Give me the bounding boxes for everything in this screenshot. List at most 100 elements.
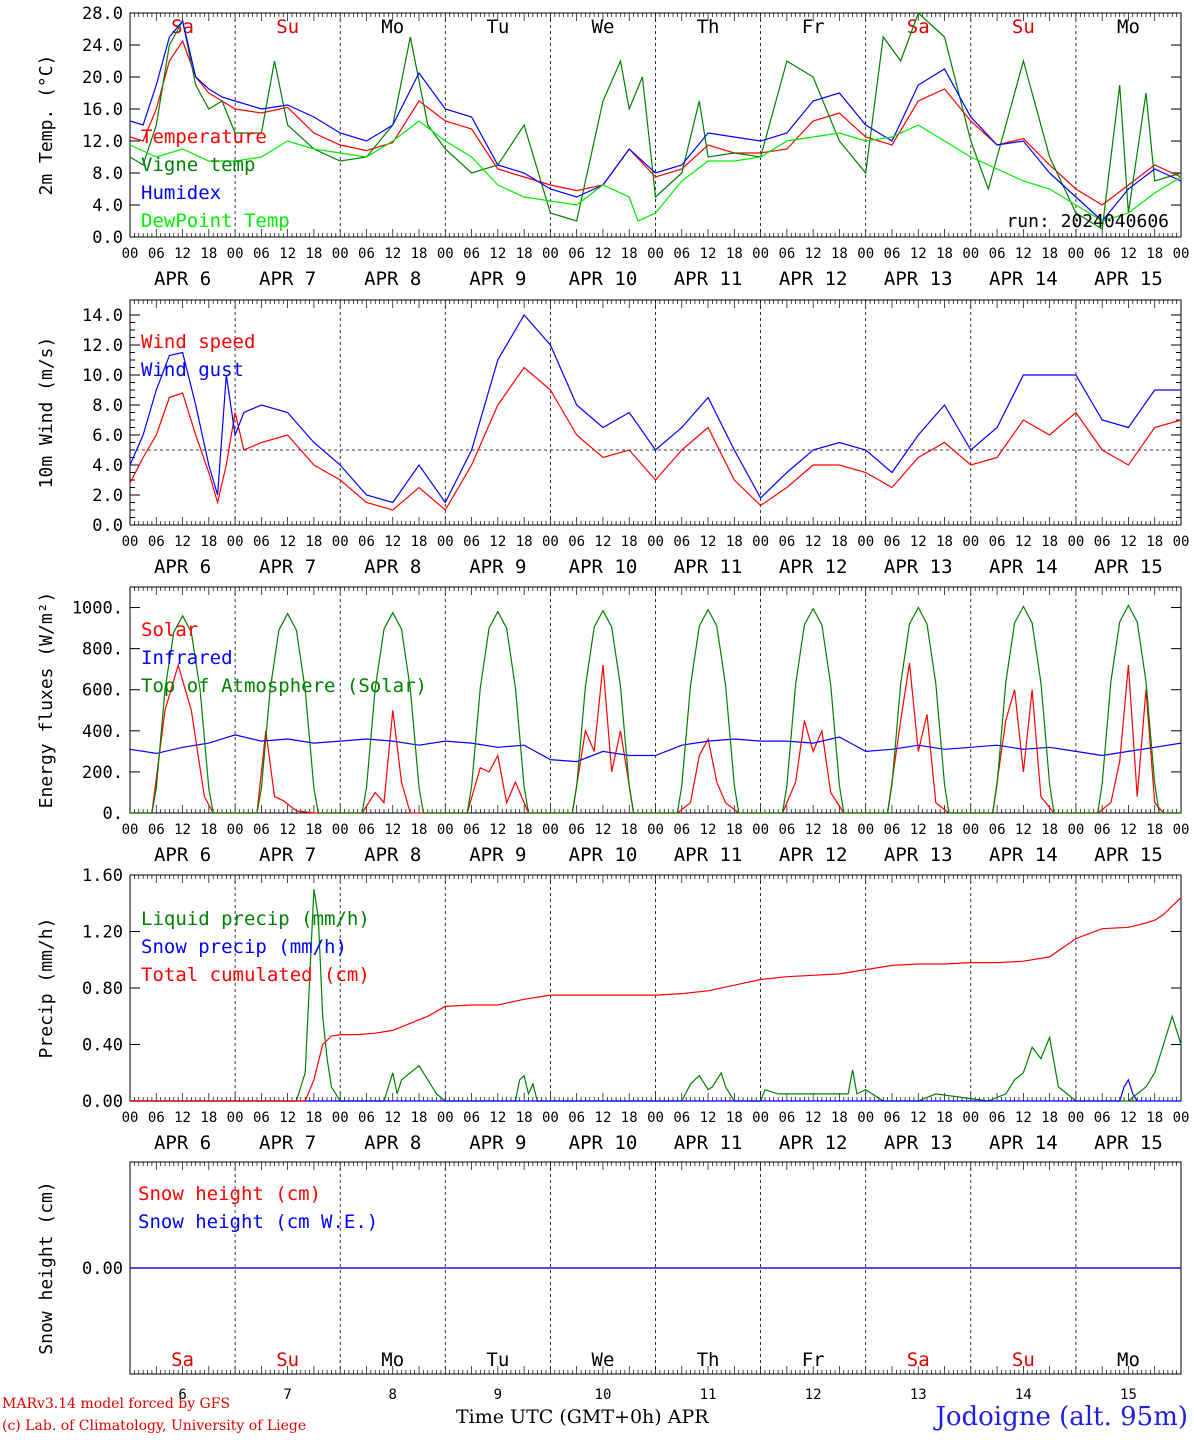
hour-label: 06 xyxy=(148,822,165,838)
weekday-label: Sa xyxy=(171,1349,194,1371)
hour-label: 18 xyxy=(411,1110,428,1126)
hour-label: 06 xyxy=(1094,1110,1111,1126)
weekday-label: Su xyxy=(1012,1349,1035,1371)
weekday-label: Fr xyxy=(802,1349,825,1371)
panel-snow: 0.00 Snow height (cm) Sa 6 Su 7 Mo 8 Tu 9 We 10 Th 11… xyxy=(36,1161,1182,1403)
hour-label: 00 xyxy=(437,246,454,262)
hour-label: 06 xyxy=(1094,822,1111,838)
hour-label: 12 xyxy=(384,534,401,550)
hour-label: 18 xyxy=(305,822,322,838)
date-label: APR 6 xyxy=(154,268,211,290)
hour-label: 18 xyxy=(621,246,638,262)
hour-label: 12 xyxy=(1015,822,1032,838)
hour-label: 18 xyxy=(831,246,848,262)
hour-label: 12 xyxy=(595,534,612,550)
hour-label: 12 xyxy=(1120,534,1137,550)
legend-entry: Liquid precip (mm/h) xyxy=(141,908,370,930)
hour-label: 00 xyxy=(647,1110,664,1126)
hour-label: 18 xyxy=(831,822,848,838)
hour-label: 18 xyxy=(621,534,638,550)
legend-entry: Wind gust xyxy=(141,359,244,381)
y-tick-label: 0.0 xyxy=(92,516,123,536)
date-label: APR 14 xyxy=(989,1132,1058,1154)
hour-label: 00 xyxy=(752,246,769,262)
hour-label: 00 xyxy=(332,246,349,262)
y-tick-label: 4.0 xyxy=(92,456,123,476)
date-label: APR 9 xyxy=(469,268,526,290)
series-line xyxy=(129,366,1182,511)
hour-label: 18 xyxy=(831,1110,848,1126)
weekday-label: Su xyxy=(276,1349,299,1371)
legend-entry: Humidex xyxy=(141,182,221,204)
hour-label: 00 xyxy=(122,1110,139,1126)
date-label: APR 14 xyxy=(989,556,1058,578)
hour-label: 00 xyxy=(437,1110,454,1126)
hour-label: 12 xyxy=(174,1110,191,1126)
hour-label: 00 xyxy=(1173,1110,1190,1126)
date-label: APR 11 xyxy=(674,1132,743,1154)
hour-label: 00 xyxy=(437,822,454,838)
weekday-label: Fr xyxy=(802,16,825,38)
y-tick-label: 24.0 xyxy=(82,36,123,56)
hour-label: 18 xyxy=(516,534,533,550)
hour-label: 00 xyxy=(1067,246,1084,262)
hour-label: 06 xyxy=(463,1110,480,1126)
hour-label: 12 xyxy=(910,534,927,550)
date-label: APR 6 xyxy=(154,844,211,866)
date-label: APR 11 xyxy=(674,556,743,578)
hour-label: 06 xyxy=(673,534,690,550)
date-label: APR 15 xyxy=(1094,844,1163,866)
hour-label: 00 xyxy=(647,822,664,838)
hour-label: 06 xyxy=(358,534,375,550)
series-line xyxy=(130,889,1182,1102)
hour-label: 00 xyxy=(1173,534,1190,550)
hour-label: 00 xyxy=(857,246,874,262)
legend-entry: Snow height (cm W.E.) xyxy=(138,1211,378,1233)
weekday-label: Tu xyxy=(486,16,509,38)
hour-label: 06 xyxy=(673,246,690,262)
weekday-label: We xyxy=(592,1349,615,1371)
weekday-label: Su xyxy=(276,16,299,38)
hour-label: 18 xyxy=(305,1110,322,1126)
y-tick-label: 2.0 xyxy=(92,486,123,506)
y-tick-label: 20.0 xyxy=(82,68,123,88)
date-label: APR 13 xyxy=(884,556,953,578)
hour-label: 12 xyxy=(489,1110,506,1126)
hour-label: 18 xyxy=(305,246,322,262)
weekday-label: Sa xyxy=(907,16,930,38)
hour-label: 06 xyxy=(989,822,1006,838)
y-tick-label: 1.60 xyxy=(82,866,123,886)
hour-label: 06 xyxy=(989,246,1006,262)
hour-label: 12 xyxy=(1120,822,1137,838)
hour-label: 06 xyxy=(884,1110,901,1126)
y-tick-label: 600. xyxy=(82,681,123,701)
hour-label: 06 xyxy=(884,246,901,262)
hour-label: 06 xyxy=(673,822,690,838)
hour-label: 06 xyxy=(253,1110,270,1126)
date-label: APR 9 xyxy=(469,556,526,578)
hour-label: 06 xyxy=(463,534,480,550)
hour-label: 18 xyxy=(936,246,953,262)
hour-label: 12 xyxy=(489,822,506,838)
date-label: APR 8 xyxy=(364,1132,421,1154)
hour-label: 06 xyxy=(568,822,585,838)
hour-label: 06 xyxy=(1094,534,1111,550)
weekday-label: We xyxy=(592,16,615,38)
y-axis-title: Snow height (cm) xyxy=(36,1181,57,1354)
legend-entry: Snow precip (mm/h) xyxy=(141,936,347,958)
hour-label: 00 xyxy=(752,534,769,550)
date-label: APR 13 xyxy=(884,268,953,290)
series-line xyxy=(130,1078,1181,1102)
hour-label: 18 xyxy=(936,1110,953,1126)
hour-label: 18 xyxy=(200,1110,217,1126)
y-tick-label: 14.0 xyxy=(82,306,123,326)
hour-label: 18 xyxy=(726,246,743,262)
y-tick-label: 400. xyxy=(82,722,123,742)
date-label: APR 7 xyxy=(259,844,316,866)
hour-label: 12 xyxy=(700,1110,717,1126)
hour-label: 12 xyxy=(805,1110,822,1126)
hour-label: 06 xyxy=(884,534,901,550)
date-label: APR 15 xyxy=(1094,1132,1163,1154)
hour-label: 06 xyxy=(568,534,585,550)
panel-temp: 0.0 4.0 8.0 12.0 16.0 20.0 24.0 28.0 2m Temp. (°… xyxy=(36,4,1189,290)
